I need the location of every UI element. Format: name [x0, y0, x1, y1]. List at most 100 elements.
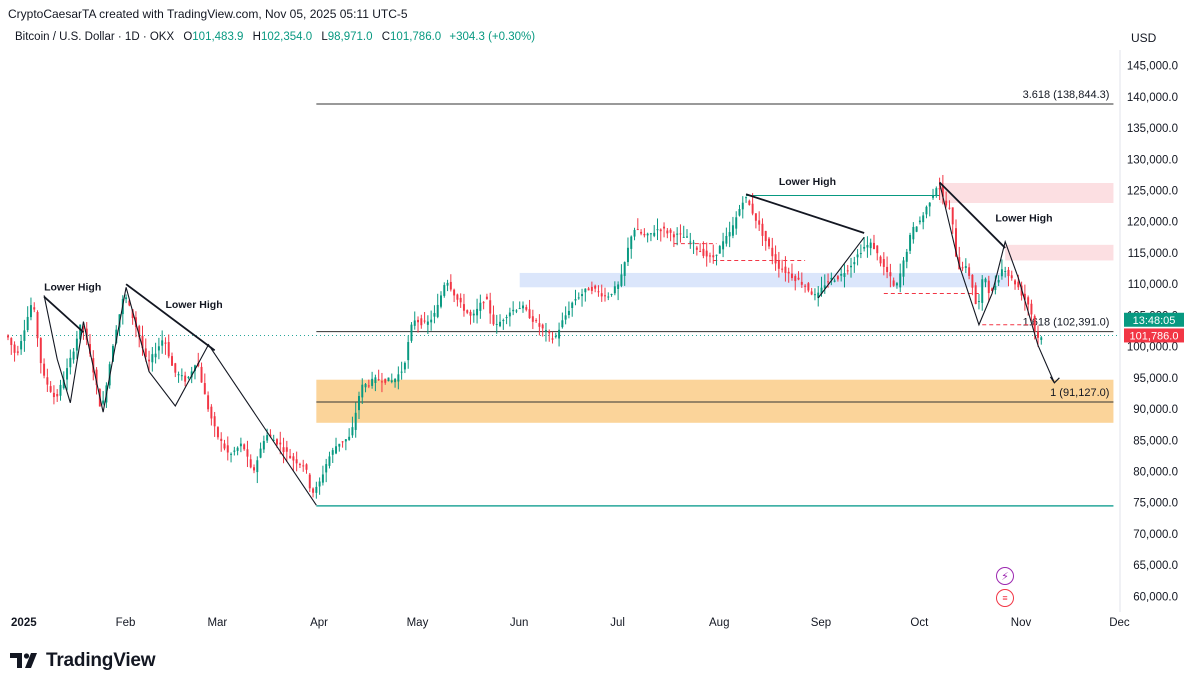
candle-body: [397, 374, 400, 382]
candle-body: [243, 444, 246, 450]
candle-body: [226, 445, 229, 453]
us-flag-event-icon[interactable]: ≡: [996, 589, 1014, 607]
candle-body: [941, 185, 944, 197]
candle-body: [928, 202, 931, 207]
candle-body: [420, 318, 423, 326]
candle-body: [574, 299, 577, 301]
candle-body: [1033, 316, 1036, 332]
candle-body: [892, 280, 895, 286]
candle-body: [715, 254, 718, 256]
candle-body: [492, 314, 495, 325]
candle-body: [469, 311, 472, 316]
candle-body: [551, 338, 554, 340]
candle-body: [1010, 275, 1013, 279]
candle-body: [449, 281, 452, 290]
candle-body: [344, 439, 347, 442]
trendline: [125, 283, 216, 352]
candle-body: [1030, 303, 1033, 315]
candle-body: [633, 229, 636, 237]
candle-body: [128, 300, 131, 306]
price-tick-label: 145,000.0: [1127, 61, 1178, 73]
candle-body: [417, 319, 420, 323]
candle-body: [895, 283, 898, 286]
candle-body: [699, 251, 702, 253]
blue-zone: [519, 272, 1009, 288]
candle-body: [974, 285, 977, 305]
candle-body: [541, 324, 544, 329]
zigzag-pattern-line: [43, 287, 209, 413]
candle-body: [33, 307, 36, 310]
candle-body: [318, 481, 321, 487]
candle-body: [663, 226, 666, 229]
candle-body: [466, 310, 469, 313]
candle-body: [56, 394, 59, 397]
candle-body: [266, 435, 269, 441]
candle-body: [377, 379, 380, 381]
candle-body: [1004, 271, 1007, 273]
candle-body: [46, 377, 49, 385]
candle-body: [853, 262, 856, 265]
candle-body: [984, 278, 987, 283]
candle-body: [282, 447, 285, 453]
candle-body: [758, 220, 761, 225]
candle-body: [285, 447, 288, 452]
candle-body: [387, 377, 390, 382]
candle-body: [538, 323, 541, 327]
candle-body: [69, 357, 72, 368]
candle-body: [718, 246, 721, 254]
lower-high-label: Lower High: [44, 281, 101, 293]
high-value: 102,354.0: [260, 31, 313, 43]
candle-body: [305, 464, 308, 470]
currency-label[interactable]: USD: [1131, 31, 1157, 45]
candle-body: [115, 329, 118, 344]
high-label: H: [252, 31, 261, 43]
tradingview-logo[interactable]: TradingView: [10, 650, 156, 672]
candle-body: [358, 396, 360, 411]
candle-body: [495, 323, 498, 325]
candle-body: [590, 286, 593, 291]
candle-body: [476, 308, 479, 316]
candle-body: [859, 253, 862, 255]
candle-body: [1037, 331, 1039, 338]
candle-body: [29, 305, 32, 318]
candle-body: [626, 247, 629, 263]
candle-body: [909, 234, 912, 251]
trendline: [745, 193, 865, 234]
candle-body: [971, 274, 974, 288]
candle-body: [335, 446, 338, 454]
price-tick-label: 60,000.0: [1133, 591, 1178, 603]
candle-body: [52, 392, 55, 398]
price-tick-label: 85,000.0: [1133, 435, 1178, 447]
time-tick-label: Jul: [610, 617, 625, 629]
tradingview-logo-icon: [10, 653, 37, 668]
candle-body: [689, 241, 692, 243]
candle-body: [850, 265, 853, 268]
candle-body: [10, 338, 13, 346]
open-label: O: [183, 31, 193, 43]
candle-body: [708, 255, 711, 257]
candle-body: [836, 276, 839, 280]
candle-body: [262, 441, 265, 450]
current-price-badge: [1124, 328, 1184, 343]
candle-body: [994, 285, 997, 291]
candle-body: [964, 266, 967, 268]
lightning-event-icon[interactable]: ⚡: [996, 567, 1014, 585]
price-tick-label: 140,000.0: [1127, 92, 1178, 104]
candle-body: [643, 233, 646, 236]
candle-body: [554, 336, 557, 338]
price-tick-label: 80,000.0: [1133, 467, 1178, 479]
price-tick-label: 125,000.0: [1127, 186, 1178, 198]
candle-body: [138, 326, 141, 338]
candle-body: [223, 443, 226, 449]
candle-body: [945, 200, 948, 206]
candle-body: [462, 304, 465, 311]
time-tick-label: Feb: [116, 617, 136, 629]
candle-body: [577, 297, 580, 299]
candle-body: [741, 202, 744, 210]
candle-body: [876, 245, 879, 254]
candle-body: [321, 474, 324, 483]
candle-body: [253, 467, 256, 471]
candle-body: [348, 436, 351, 440]
candle-body: [646, 233, 649, 236]
